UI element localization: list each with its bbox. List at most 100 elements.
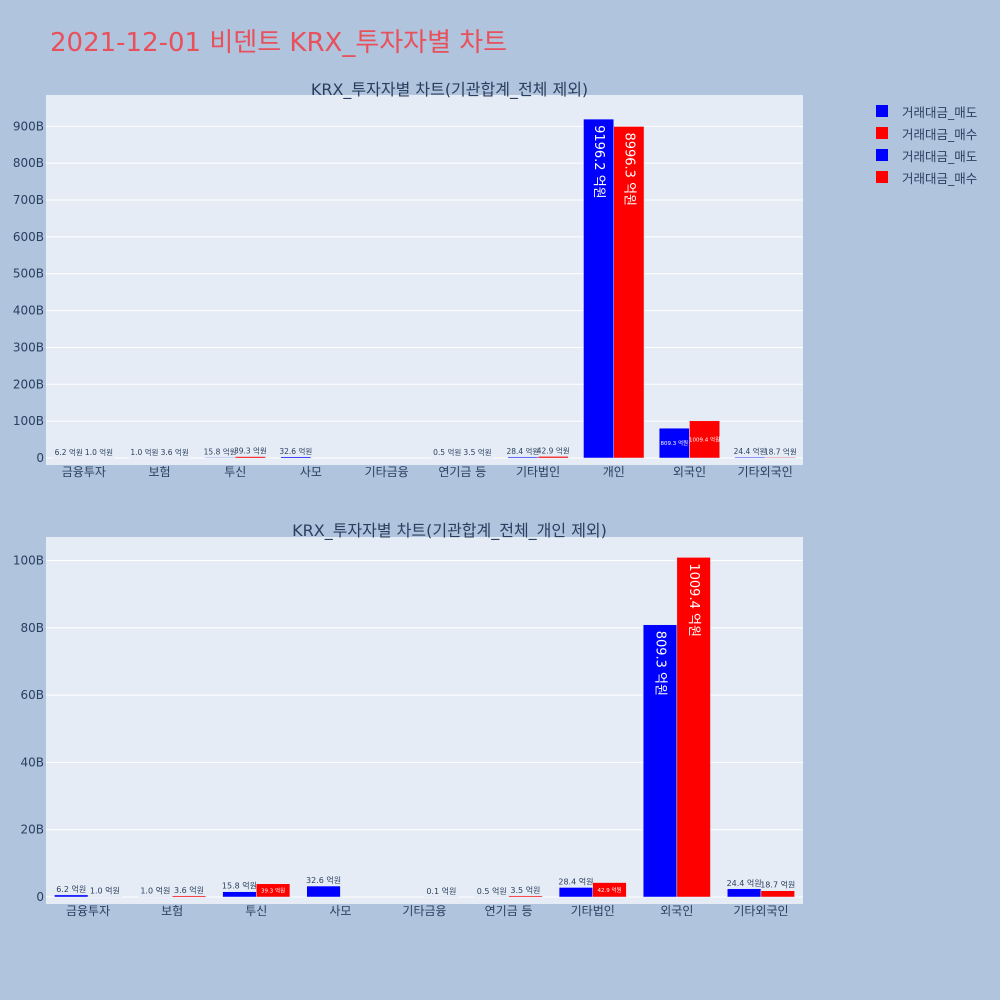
bar-sell[interactable] bbox=[658, 427, 690, 459]
bar-sell[interactable] bbox=[280, 456, 312, 459]
bar-sell[interactable] bbox=[306, 885, 341, 898]
chart-title: KRX_투자자별 차트(기관합계_전체_개인 제외) bbox=[292, 521, 607, 541]
bar-buy[interactable] bbox=[159, 457, 191, 459]
bar-buy[interactable] bbox=[424, 896, 459, 898]
bar-buy[interactable] bbox=[592, 882, 627, 898]
bar-sell[interactable] bbox=[734, 456, 766, 459]
bar-data-label: 39.3 억원 bbox=[261, 886, 285, 894]
bar-data-label: 3.5 억원 bbox=[463, 448, 491, 457]
legend-item-sell-1[interactable]: 거래대금_매도 bbox=[870, 100, 995, 122]
y-tick-label: 0 bbox=[36, 890, 44, 904]
bar-data-label: 24.4 억원 bbox=[734, 447, 767, 456]
bar-data-label: 39.3 억원 bbox=[234, 447, 267, 456]
bar-data-label: 42.9 억원 bbox=[537, 446, 570, 455]
bar-data-label: 1.0 억원 bbox=[140, 886, 170, 896]
x-tick-label: 금융투자 bbox=[62, 465, 106, 479]
chart-title: KRX_투자자별 차트(기관합계_전체 제외) bbox=[311, 80, 588, 100]
bar-sell[interactable] bbox=[583, 118, 614, 459]
bar-data-label: 3.6 억원 bbox=[161, 448, 189, 457]
bar-data-label: 42.9 억원 bbox=[597, 886, 621, 894]
bar-buy[interactable] bbox=[760, 890, 795, 898]
bar-data-label: 809.3 억원 bbox=[660, 439, 688, 447]
legend-swatch-sell-2 bbox=[876, 149, 888, 161]
bar-data-label: 1009.4 억원 bbox=[686, 563, 701, 637]
bar-sell[interactable] bbox=[222, 891, 257, 898]
y-tick-label: 20B bbox=[20, 823, 44, 837]
bar-buy[interactable] bbox=[764, 457, 796, 459]
y-tick-label: 40B bbox=[20, 755, 44, 769]
bar-buy[interactable] bbox=[462, 457, 493, 459]
bar-data-label: 6.2 억원 bbox=[55, 448, 83, 457]
bar-data-label: 32.6 억원 bbox=[279, 447, 312, 456]
x-tick-label: 투신 bbox=[245, 904, 267, 918]
bar-sell[interactable] bbox=[727, 888, 762, 898]
bar-buy[interactable] bbox=[83, 457, 115, 459]
x-tick-label: 보험 bbox=[149, 465, 171, 479]
bar-buy[interactable] bbox=[235, 456, 266, 459]
bar-buy[interactable] bbox=[689, 420, 720, 459]
bar-buy[interactable] bbox=[87, 896, 122, 898]
bar-data-label: 18.7 억원 bbox=[764, 447, 797, 456]
bar-sell[interactable] bbox=[53, 457, 85, 459]
bar-data-label: 1.0 억원 bbox=[130, 448, 158, 457]
bar-buy[interactable] bbox=[508, 895, 543, 898]
y-tick-label: 0 bbox=[36, 451, 44, 465]
bar-buy[interactable] bbox=[613, 126, 645, 459]
bar-sell[interactable] bbox=[138, 896, 173, 898]
x-tick-label: 기타금융 bbox=[365, 465, 409, 479]
x-tick-label: 외국인 bbox=[673, 465, 706, 479]
x-tick-label: 보험 bbox=[161, 904, 183, 918]
plot-area bbox=[46, 95, 803, 465]
bar-sell[interactable] bbox=[507, 456, 539, 459]
bar-data-label: 8996.3 억원 bbox=[621, 132, 636, 206]
y-tick-label: 500B bbox=[13, 267, 44, 281]
bar-data-label: 24.4 억원 bbox=[727, 878, 762, 888]
legend-item-buy-1[interactable]: 거래대금_매수 bbox=[870, 122, 995, 144]
legend-label-sell-2: 거래대금_매도 bbox=[902, 148, 978, 164]
legend-swatch-buy-2 bbox=[876, 171, 888, 183]
y-tick-label: 200B bbox=[13, 377, 44, 391]
bar-buy[interactable] bbox=[256, 883, 291, 898]
y-tick-label: 300B bbox=[13, 340, 44, 354]
legend-swatch-buy-1 bbox=[876, 127, 888, 139]
bar-buy[interactable] bbox=[537, 456, 569, 459]
bar-sell[interactable] bbox=[431, 457, 463, 459]
x-tick-label: 외국인 bbox=[660, 904, 693, 918]
bar-data-label: 0.5 억원 bbox=[433, 448, 461, 457]
bar-data-label: 1.0 억원 bbox=[90, 886, 120, 896]
x-tick-label: 기타외국인 bbox=[738, 465, 793, 479]
page-title: 2021-12-01 비덴트 KRX_투자자별 차트 bbox=[50, 28, 508, 58]
y-tick-label: 900B bbox=[13, 119, 44, 133]
bar-sell[interactable] bbox=[474, 896, 509, 898]
bar-data-label: 9196.2 억원 bbox=[591, 125, 606, 199]
bar-data-label: 0.5 억원 bbox=[477, 886, 507, 896]
legend-item-buy-2[interactable]: 거래대금_매수 bbox=[870, 166, 995, 188]
y-tick-label: 60B bbox=[20, 688, 44, 702]
bar-sell[interactable] bbox=[129, 457, 160, 459]
bar-data-label: 3.6 억원 bbox=[174, 885, 204, 895]
bar-sell[interactable] bbox=[642, 624, 678, 898]
bar-sell[interactable] bbox=[558, 887, 593, 898]
bar-sell[interactable] bbox=[54, 894, 89, 898]
legend-item-sell-2[interactable]: 거래대금_매도 bbox=[870, 144, 995, 166]
x-tick-label: 사모 bbox=[329, 904, 351, 918]
chart-1[interactable]: 0 100B 200B 300B 400B 500B 600B 700B 800B 900B KRX… bbox=[13, 80, 803, 479]
legend[interactable]: 거래대금_매도 거래대금_매수 거래대금_매도 거래대금_매수 bbox=[870, 100, 995, 188]
bar-buy[interactable] bbox=[676, 557, 711, 898]
x-tick-label: 투신 bbox=[224, 465, 246, 479]
x-tick-label: 연기금 등 bbox=[485, 904, 533, 918]
bar-buy[interactable] bbox=[171, 895, 207, 898]
y-tick-label: 400B bbox=[13, 304, 44, 318]
legend-label-sell-1: 거래대금_매도 bbox=[902, 104, 978, 120]
legend-swatch-sell-1 bbox=[876, 105, 888, 117]
chart-2[interactable]: 0 20B 40B 60B 80B 100B KRX_투자자별 차트(기관합계_전체_개인 … bbox=[13, 521, 803, 918]
bar-sell[interactable] bbox=[204, 457, 236, 459]
bar-data-label: 3.5 억원 bbox=[510, 885, 540, 895]
y-tick-label: 800B bbox=[13, 156, 44, 170]
y-tick-label: 100B bbox=[13, 554, 44, 568]
x-tick-label: 금융투자 bbox=[66, 904, 110, 918]
x-tick-label: 기타외국인 bbox=[733, 904, 788, 918]
y-tick-label: 700B bbox=[13, 193, 44, 207]
bar-data-label: 15.8 억원 bbox=[222, 881, 257, 891]
bar-data-label: 28.4 억원 bbox=[558, 876, 593, 886]
